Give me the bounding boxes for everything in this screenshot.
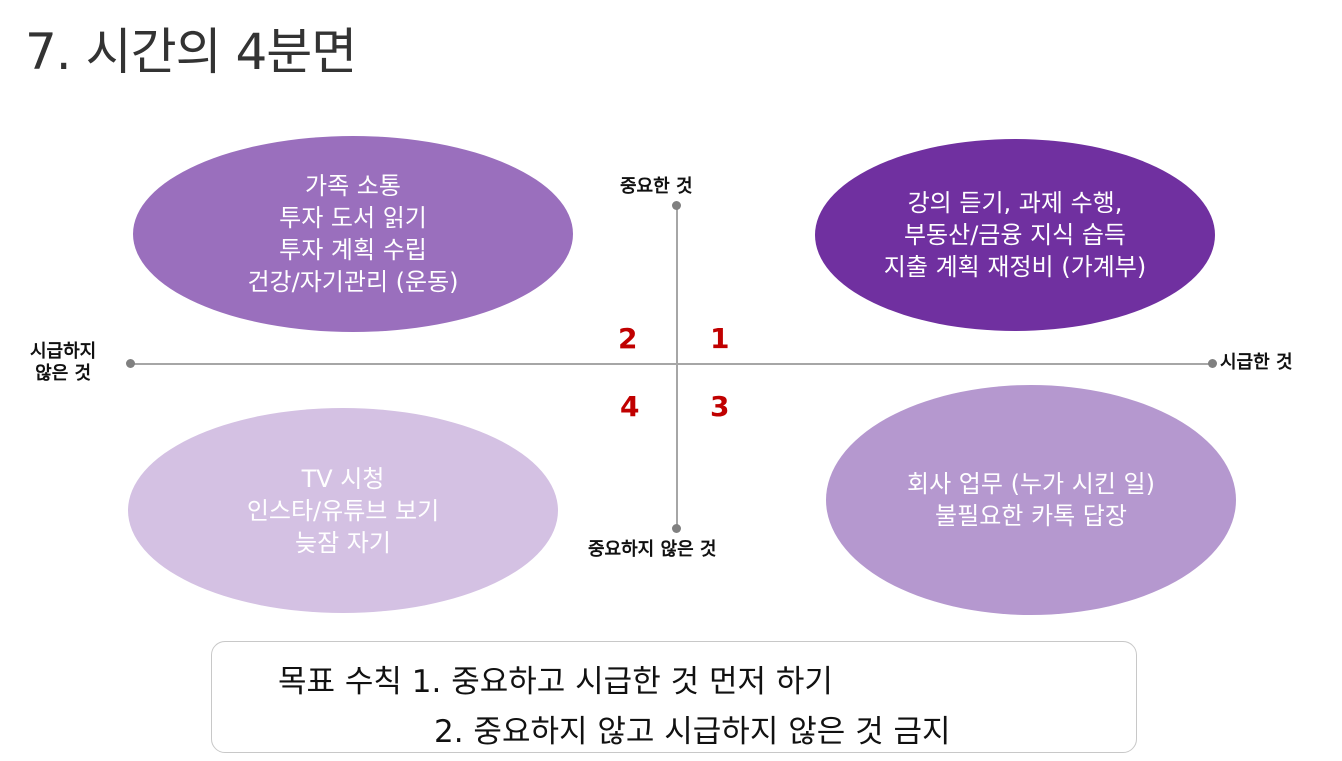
ellipse-text: 늦잠 자기 (295, 528, 391, 557)
axis-label-left: 시급하지 않은 것 (30, 341, 96, 385)
axis-endpoint (672, 201, 681, 210)
ellipse-text: 건강/자기관리 (운동) (247, 268, 459, 296)
ellipse-text: 부동산/금융 지식 습득 (903, 221, 1127, 249)
vertical-axis (676, 205, 678, 528)
rules-box: 목표 수칙 1. 중요하고 시급한 것 먼저 하기 2. 중요하지 않고 시급하… (211, 641, 1137, 753)
axis-label-bottom: 중요하지 않은 것 (588, 539, 717, 560)
axis-label-left-line: 않은 것 (35, 363, 92, 384)
ellipse-text: TV 시청 (301, 464, 385, 493)
axis-label-left-line: 시급하지 (30, 341, 97, 362)
rule-line-2: 2. 중요하지 않고 시급하지 않은 것 금지 (434, 714, 951, 750)
quadrant-ellipse-bottom-right: 회사 업무 (누가 시킨 일) 불필요한 카톡 답장 (826, 385, 1236, 615)
ellipse-text: 투자 도서 읽기 (279, 204, 427, 232)
ellipse-text: 투자 계획 수립 (279, 236, 427, 264)
ellipse-text: 회사 업무 (누가 시킨 일) (907, 470, 1155, 498)
quadrant-number-3: 3 (710, 390, 730, 423)
slide-title: 7. 시간의 4분면 (25, 23, 357, 81)
axis-endpoint (672, 524, 681, 533)
ellipse-text: 인스타/유튜브 보기 (246, 496, 440, 525)
axis-label-top: 중요한 것 (620, 176, 693, 197)
quadrant-number-2: 2 (618, 322, 638, 355)
ellipse-text: 강의 듣기, 과제 수행, (907, 189, 1123, 217)
axis-endpoint (1208, 359, 1217, 368)
quadrant-number-4: 4 (620, 390, 640, 423)
axis-endpoint (126, 359, 135, 368)
quadrant-ellipse-top-right: 강의 듣기, 과제 수행, 부동산/금융 지식 습득 지출 계획 재정비 (가계… (815, 139, 1215, 331)
ellipse-text: 지출 계획 재정비 (가계부) (883, 253, 1147, 281)
quadrant-ellipse-top-left: 가족 소통 투자 도서 읽기 투자 계획 수립 건강/자기관리 (운동) (133, 136, 573, 332)
axis-label-right: 시급한 것 (1220, 352, 1293, 373)
rule-line-1: 목표 수칙 1. 중요하고 시급한 것 먼저 하기 (278, 664, 833, 700)
horizontal-axis (130, 363, 1212, 365)
quadrant-ellipse-bottom-left: TV 시청 인스타/유튜브 보기 늦잠 자기 (128, 408, 558, 613)
ellipse-text: 불필요한 카톡 답장 (935, 502, 1127, 530)
quadrant-number-1: 1 (710, 322, 730, 355)
ellipse-text: 가족 소통 (305, 172, 401, 200)
